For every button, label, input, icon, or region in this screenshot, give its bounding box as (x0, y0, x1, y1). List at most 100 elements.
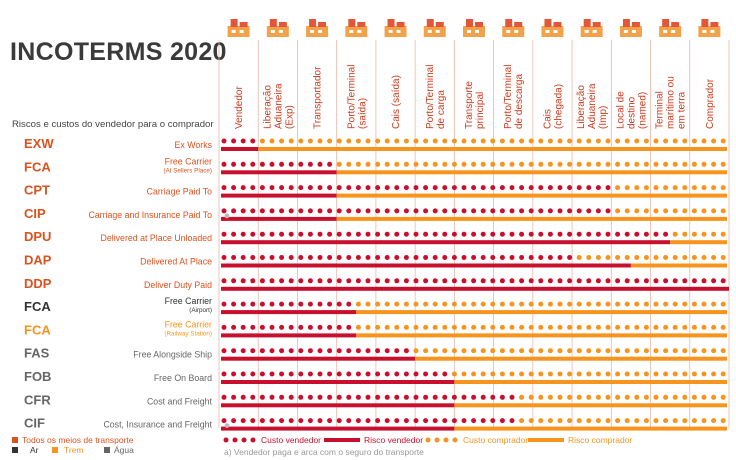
seller-cost-dot (605, 231, 611, 237)
seller-cost-dot (259, 394, 265, 400)
seller-cost-dot (586, 231, 592, 237)
seller-cost-dot (346, 255, 352, 260)
buyer-cost-dot (451, 301, 457, 307)
seller-cost-dot (547, 255, 553, 260)
seller-cost-dot (259, 371, 265, 377)
incoterm-code: DDP (24, 276, 52, 291)
buyer-cost-dot (682, 324, 688, 330)
buyer-cost-dot (605, 161, 611, 167)
buyer-cost-dot (691, 208, 697, 214)
seller-cost-dot (403, 231, 409, 237)
buyer-cost-dot (317, 138, 323, 144)
buyer-cost-dot (576, 371, 582, 377)
seller-cost-dot (346, 394, 352, 400)
warehouse-icon-body (619, 26, 642, 37)
seller-cost-dot (519, 231, 525, 237)
seller-cost-dot (720, 278, 726, 284)
seller-cost-dot (346, 371, 352, 377)
seller-cost-dot (231, 231, 237, 237)
seller-cost-dot (615, 231, 621, 237)
legend-buyer-risk-bar (528, 438, 564, 442)
buyer-cost-dot (355, 301, 361, 307)
buyer-cost-dot (605, 138, 611, 144)
buyer-cost-dot (509, 161, 515, 167)
seller-cost-dot (355, 394, 361, 400)
buyer-cost-dot (413, 161, 419, 167)
buyer-cost-dot (691, 185, 697, 191)
seller-cost-dot (403, 185, 409, 191)
seller-cost-dot (663, 231, 669, 237)
buyer-cost-dot (586, 371, 592, 377)
seller-cost-dot (451, 185, 457, 191)
buyer-cost-dot (701, 324, 707, 330)
seller-cost-dot (471, 208, 477, 214)
buyer-cost-dot (643, 138, 649, 144)
buyer-cost-dot (519, 418, 525, 424)
seller-cost-dot (432, 231, 438, 237)
buyer-cost-dot (663, 371, 669, 377)
buyer-cost-dot (653, 418, 659, 424)
column-label-line: (chegada) (553, 84, 564, 129)
legend-buyer-cost-dot (452, 437, 458, 443)
seller-cost-dot (538, 278, 544, 284)
buyer-cost-dot (442, 138, 448, 144)
buyer-risk-bar (670, 240, 727, 245)
incoterm-code: FOB (24, 369, 51, 384)
seller-cost-dot (288, 394, 294, 400)
seller-cost-dot (384, 231, 390, 237)
seller-cost-dot (471, 278, 477, 284)
incoterm-code: FCA (24, 322, 51, 337)
seller-cost-dot (528, 208, 534, 214)
column-label: Porto/Terminal de carga (425, 65, 447, 129)
buyer-cost-dot (547, 348, 553, 354)
incoterm-name: Free Carrier (165, 296, 212, 306)
buyer-cost-dot (490, 301, 496, 307)
incoterm-name: Free Alongside Ship (133, 350, 212, 360)
ship-unload-icon-top (505, 19, 513, 27)
seller-cost-dot (259, 208, 265, 214)
buyer-cost-dot (490, 324, 496, 330)
seller-cost-dot (375, 418, 381, 424)
seller-cost-dot (279, 394, 285, 400)
buyer-cost-dot (634, 208, 640, 214)
incoterm-name: Delivered At Place (140, 257, 212, 267)
buyer-cost-dot (672, 348, 678, 354)
legend-swatch-rail (52, 447, 58, 453)
buyer-cost-dot (711, 418, 717, 424)
seller-cost-dot (403, 418, 409, 424)
warehouse-icon-top (622, 19, 630, 27)
buyer-cost-dot (615, 138, 621, 144)
seller-cost-dot (451, 208, 457, 214)
seller-cost-dot (288, 371, 294, 377)
cargo-ship-icon-body (463, 26, 485, 37)
seller-cost-dot (519, 208, 525, 214)
cargo-ship-icon-window (475, 30, 479, 33)
seller-cost-dot (269, 231, 275, 237)
buyer-cost-dot (461, 138, 467, 144)
buyer-risk-bar (336, 216, 727, 221)
customs-officer-icon-top (269, 19, 277, 27)
buyer-cost-dot (499, 371, 505, 377)
seller-cost-dot (375, 231, 381, 237)
legend-seller-cost-dot (232, 437, 238, 443)
seller-cost-dot (346, 185, 352, 191)
buyer-cost-dot (615, 418, 621, 424)
seller-cost-dot (298, 371, 304, 377)
seller-cost-dot (259, 324, 265, 330)
seller-cost-dot (538, 185, 544, 191)
factory-icon-top2 (239, 22, 248, 27)
buyer-cost-dot (567, 138, 573, 144)
seller-cost-dot (394, 394, 400, 400)
truck-icon-top2 (318, 22, 327, 27)
seller-cost-dot (423, 394, 429, 400)
train-icon-window (663, 30, 668, 33)
seller-cost-dot (490, 278, 496, 284)
buyer-cost-dot (605, 394, 611, 400)
buyer-cost-dot (586, 324, 592, 330)
seller-cost-dot (634, 231, 640, 237)
seller-cost-dot (288, 348, 294, 354)
seller-cost-dot (567, 208, 573, 214)
airplane-terminal-icon-top2 (357, 22, 366, 27)
buyer-cost-dot (413, 348, 419, 354)
seller-cost-dot (423, 185, 429, 191)
